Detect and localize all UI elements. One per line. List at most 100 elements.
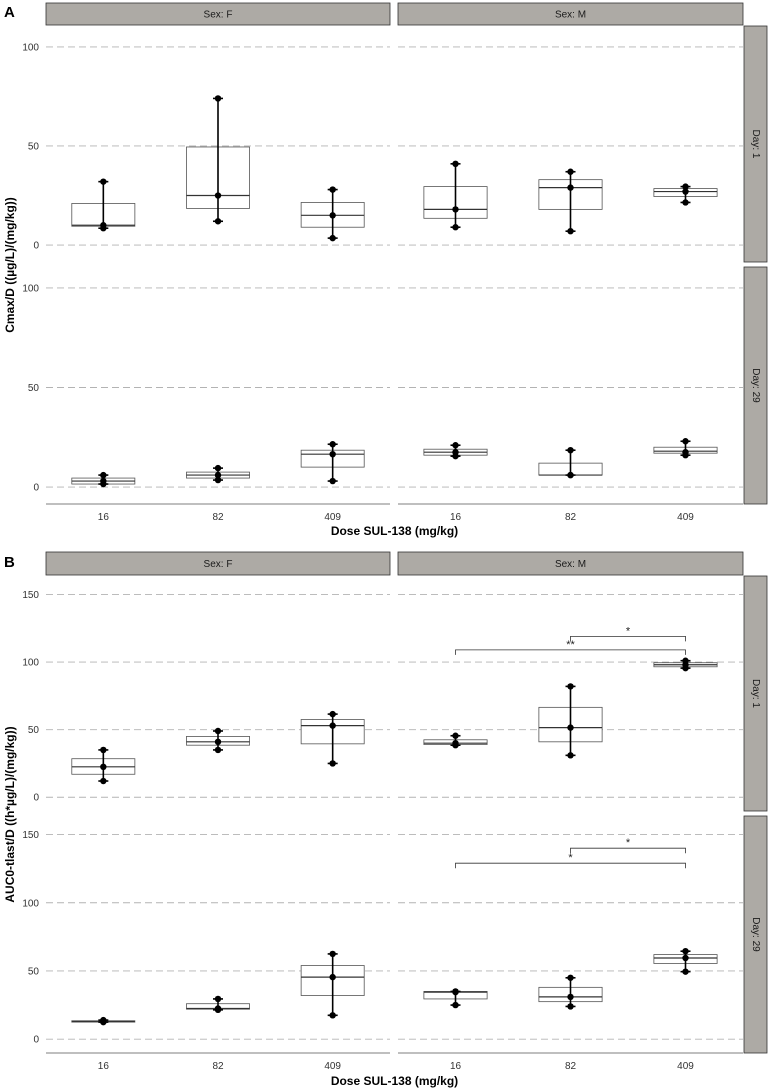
x-tick-label: 409 (677, 512, 694, 523)
data-point (452, 448, 459, 456)
data-point (100, 1016, 107, 1024)
y-tick-label: 50 (28, 141, 40, 152)
facet-strip-label: Sex: F (204, 559, 233, 570)
y-tick-label: 0 (33, 1035, 39, 1046)
x-tick-label: 82 (565, 512, 577, 523)
x-axis-title: Dose SUL-138 (mg/kg) (331, 524, 458, 538)
facet-row-strip (743, 266, 768, 505)
data-point (329, 973, 336, 981)
box-16 (71, 471, 136, 488)
y-tick-label: 100 (22, 658, 39, 669)
box-409 (300, 186, 365, 242)
data-point (567, 227, 574, 235)
facet-row-strip (743, 25, 768, 263)
data-point (452, 732, 459, 739)
data-point (100, 763, 107, 771)
data-point (567, 184, 574, 191)
significance-label: * (568, 852, 573, 864)
x-tick-label: 82 (212, 512, 224, 523)
data-point (100, 777, 107, 785)
data-point (214, 738, 222, 746)
data-point (214, 471, 222, 479)
y-tick-label: 100 (22, 283, 39, 294)
data-point (567, 683, 574, 690)
data-point (452, 206, 459, 213)
panel-label: A (4, 4, 15, 21)
y-tick-label: 50 (28, 966, 40, 977)
significance-label: ** (566, 639, 575, 651)
facet-row-strip (743, 575, 768, 812)
facet-row-strip-label: Day: 29 (750, 368, 761, 403)
data-point (452, 1001, 459, 1009)
y-tick-label: 150 (22, 590, 39, 601)
facet-strip-label: Sex: F (204, 10, 233, 21)
x-tick-label: 409 (324, 1061, 341, 1072)
data-point (682, 954, 689, 962)
box-82 (186, 995, 250, 1014)
data-point (214, 464, 222, 472)
chart-panel-A: A Sex: F Sex: M Day: 1 Day: 29 0 50 100 0 50 100 16… (3, 2, 768, 538)
data-point (329, 1012, 336, 1019)
x-tick-label: 82 (212, 1061, 224, 1072)
data-point (100, 477, 107, 485)
data-point (329, 234, 336, 242)
x-tick-label: 409 (677, 1061, 694, 1072)
y-tick-label: 0 (33, 483, 39, 494)
data-point (100, 222, 107, 229)
data-point (329, 450, 336, 458)
box-409 (653, 947, 718, 975)
data-point (452, 988, 459, 995)
data-point (100, 178, 107, 185)
data-point (329, 212, 336, 219)
data-point (329, 441, 336, 448)
data-point (214, 995, 222, 1003)
box-82 (538, 446, 603, 479)
data-point (329, 760, 336, 767)
x-tick-label: 16 (98, 512, 110, 523)
box-16 (423, 442, 488, 460)
x-tick-label: 16 (98, 1061, 110, 1072)
data-point (682, 657, 689, 664)
x-tick-label: 16 (450, 1061, 462, 1072)
data-point (682, 968, 689, 975)
data-point (567, 1003, 574, 1010)
box-82 (186, 727, 250, 754)
facet-strip-female (45, 551, 391, 576)
y-axis-title: AUC0-tlast/D ((h*µg/L)/(mg/kg)) (3, 726, 17, 902)
data-point (329, 722, 336, 729)
data-point (329, 950, 336, 958)
box-82 (186, 95, 250, 225)
significance-bracket (455, 649, 686, 655)
significance-bracket (570, 635, 686, 642)
data-point (214, 476, 222, 484)
facet-row-strip (743, 815, 768, 1054)
data-point (214, 218, 222, 225)
x-tick-label: 16 (450, 512, 462, 523)
significance-bracket (570, 847, 686, 854)
box-82 (538, 683, 603, 759)
y-tick-label: 0 (33, 241, 39, 252)
data-point (452, 442, 459, 449)
data-point (567, 471, 574, 479)
box-82 (186, 464, 250, 484)
facet-strip-label: Sex: M (555, 10, 586, 21)
panel-label: B (4, 554, 15, 571)
data-point (214, 746, 222, 754)
facet-strip-label: Sex: M (555, 559, 586, 570)
data-point (682, 448, 689, 456)
box-409 (653, 657, 718, 672)
facet-strip-male (397, 2, 744, 26)
data-point (329, 477, 336, 485)
data-point (329, 710, 336, 718)
data-point (682, 947, 689, 955)
y-tick-label: 150 (22, 830, 39, 841)
facet-row-strip-label: Day: 1 (750, 679, 761, 708)
data-point (214, 95, 222, 102)
data-point (452, 739, 459, 747)
y-tick-label: 50 (28, 725, 40, 736)
significance-label: * (626, 625, 631, 637)
data-point (682, 438, 689, 445)
x-tick-label: 82 (565, 1061, 577, 1072)
box-16 (71, 1016, 136, 1026)
